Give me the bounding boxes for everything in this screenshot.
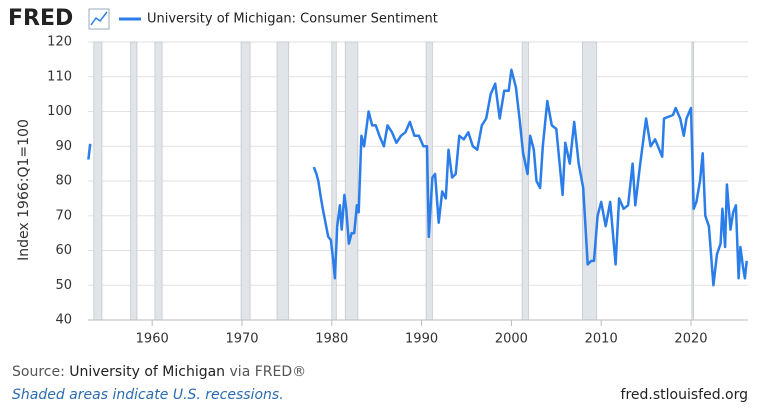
recession-band: [93, 41, 103, 321]
y-tick-label: 110: [47, 69, 72, 84]
site-url: fred.stlouisfed.org: [621, 387, 748, 403]
y-tick-label: 90: [55, 139, 72, 154]
legend-label: University of Michigan: Consumer Sentime…: [147, 12, 438, 27]
recession-note: Shaded areas indicate U.S. recessions.: [12, 387, 284, 403]
y-tick-label: 40: [55, 313, 72, 328]
logo-icon: [88, 8, 110, 30]
source-label: Source:: [12, 364, 65, 380]
x-tick-label: 1990: [405, 332, 438, 347]
x-tick-label: 1970: [225, 332, 258, 347]
recession-band: [154, 41, 163, 321]
series-line: [87, 68, 748, 287]
recession-band: [521, 41, 529, 321]
y-tick-label: 100: [47, 104, 72, 119]
source: Source: University of Michigan via FRED®: [12, 364, 306, 380]
source-via: via FRED®: [230, 364, 307, 380]
logo: FRED: [8, 6, 73, 31]
x-tick-label: 2000: [495, 332, 528, 347]
x-tick-label: 1980: [315, 332, 348, 347]
x-tick-label: 2010: [585, 332, 618, 347]
x-tick-label: 1960: [136, 332, 169, 347]
y-tick-label: 120: [47, 35, 72, 50]
recession-band: [344, 41, 359, 321]
recession-band: [240, 41, 251, 321]
x-tick-label: 2020: [674, 332, 707, 347]
y-tick-label: 70: [55, 208, 72, 223]
y-tick-label: 80: [55, 174, 72, 189]
recession-band: [276, 41, 290, 321]
recession-band: [130, 41, 138, 321]
source-name: University of Michigan: [69, 364, 225, 380]
y-tick-label: 50: [55, 278, 72, 293]
y-tick-label: 60: [55, 243, 72, 258]
y-axis-label: Index 1966:Q1=100: [16, 119, 32, 261]
recession-band: [581, 41, 598, 321]
